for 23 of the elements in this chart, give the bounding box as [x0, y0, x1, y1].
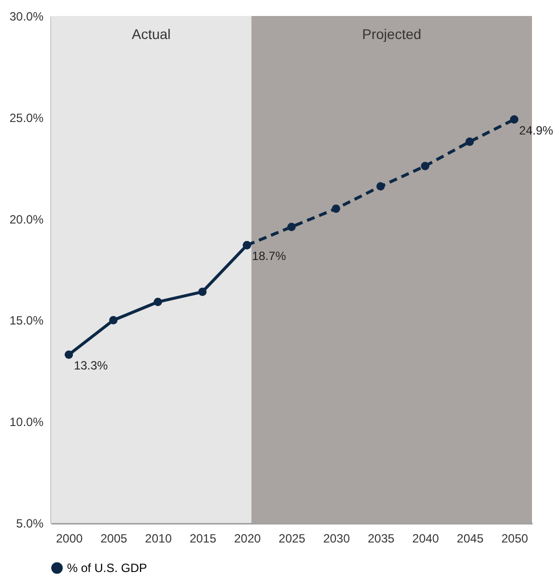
y-tick-label: 10.0% [9, 415, 44, 430]
y-tick-label: 25.0% [9, 110, 44, 125]
x-tick-label: 2010 [145, 532, 172, 546]
x-tick-label: 2015 [190, 532, 217, 546]
y-tick-label: 30.0% [9, 10, 44, 24]
annotation: 13.3% [74, 358, 108, 373]
x-tick-label: 2000 [56, 532, 83, 546]
annotation: 24.9% [519, 123, 554, 138]
band-label: Actual [132, 26, 171, 42]
x-tick-label: 2035 [368, 532, 395, 546]
band-label: Projected [362, 26, 422, 42]
legend-label: % of U.S. GDP [67, 561, 148, 575]
x-tick-label: 2020 [234, 532, 262, 546]
x-tick-label: 2005 [100, 532, 128, 546]
x-tick-label: 2045 [456, 532, 484, 546]
x-tick-label: 2050 [501, 532, 528, 546]
annotation: 18.7% [252, 249, 286, 264]
y-tick-label: 5.0% [16, 516, 44, 530]
y-tick-label: 15.0% [9, 314, 44, 328]
x-tick-label: 2030 [323, 532, 350, 546]
x-tick-label: 2025 [278, 532, 306, 546]
y-tick-label: 20.0% [9, 212, 44, 226]
x-tick-label: 2040 [412, 532, 440, 546]
